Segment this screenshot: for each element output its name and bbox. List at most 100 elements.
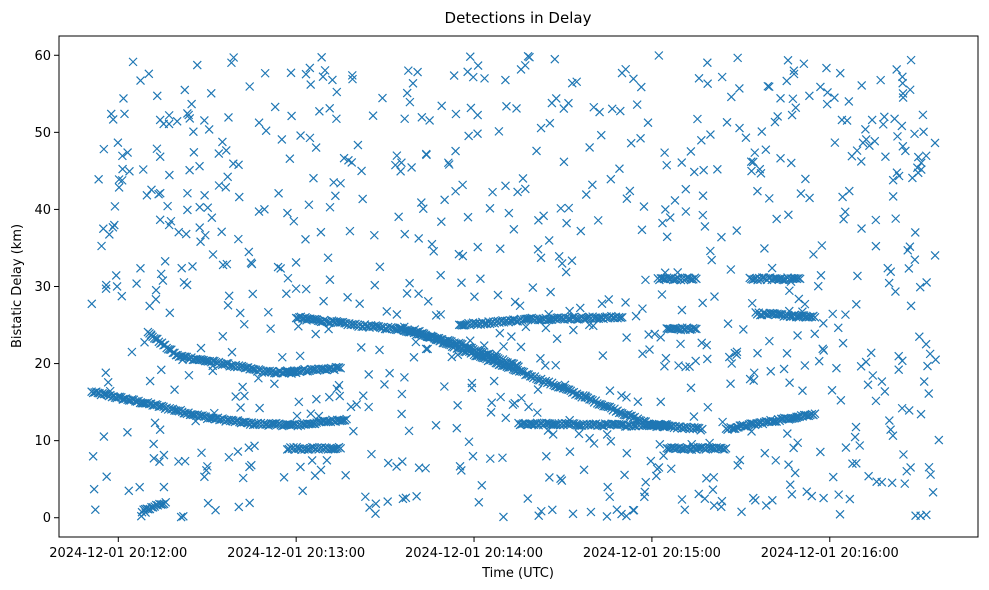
detection-marker	[810, 312, 820, 322]
detection-marker	[489, 376, 499, 386]
detection-marker	[786, 158, 796, 168]
detection-marker	[616, 313, 626, 323]
detection-marker	[394, 212, 404, 222]
detection-marker	[199, 115, 209, 125]
detection-marker	[830, 138, 840, 148]
detection-marker	[741, 133, 751, 143]
detection-marker	[234, 192, 244, 202]
detection-marker	[523, 494, 533, 503]
detection-marker	[499, 512, 508, 522]
detection-marker	[345, 226, 355, 236]
detection-marker	[782, 429, 792, 438]
detection-marker	[317, 52, 327, 62]
detection-marker	[221, 145, 231, 155]
detection-marker	[861, 357, 871, 367]
detection-marker	[111, 271, 121, 280]
detection-marker	[451, 186, 460, 196]
detection-marker	[887, 478, 897, 488]
detection-marker	[465, 52, 475, 62]
detection-marker	[117, 151, 127, 161]
detection-marker	[532, 408, 542, 418]
detection-marker	[286, 68, 296, 78]
detection-marker	[311, 143, 321, 152]
detection-marker	[247, 259, 257, 269]
detection-marker	[404, 426, 414, 436]
detection-marker	[533, 375, 543, 385]
detection-marker	[311, 394, 321, 404]
detection-marker	[228, 159, 238, 169]
detection-marker	[199, 472, 209, 482]
detection-marker	[378, 93, 387, 103]
detection-marker	[239, 391, 249, 401]
detection-marker	[923, 361, 932, 371]
detection-marker	[392, 310, 402, 319]
detection-marker	[726, 265, 736, 274]
detection-marker	[510, 297, 520, 307]
detection-marker	[845, 494, 855, 504]
detection-marker	[691, 324, 701, 334]
detection-marker	[544, 377, 554, 387]
detection-marker	[759, 244, 769, 253]
y-tick-label: 50	[34, 126, 51, 141]
detection-marker	[236, 403, 245, 413]
detection-marker	[617, 312, 627, 322]
detection-marker	[709, 472, 719, 482]
detection-marker	[474, 497, 484, 507]
detection-marker	[572, 77, 582, 87]
detection-marker	[850, 432, 860, 442]
detection-marker	[818, 318, 828, 328]
detection-marker	[178, 511, 188, 521]
detection-marker	[866, 348, 876, 358]
detection-marker	[622, 448, 632, 458]
detection-marker	[924, 462, 934, 472]
detection-marker	[708, 485, 718, 495]
detection-marker	[101, 284, 111, 294]
detection-marker	[183, 188, 192, 198]
detection-marker	[574, 429, 584, 439]
detection-marker	[160, 256, 170, 266]
detection-marker	[631, 311, 641, 321]
detection-marker	[823, 88, 832, 97]
detection-marker	[414, 289, 424, 299]
detection-marker	[254, 207, 264, 216]
detection-marker	[750, 148, 760, 158]
detection-marker	[204, 125, 214, 134]
detection-marker	[928, 487, 938, 497]
detection-marker	[144, 69, 154, 79]
detection-marker	[596, 130, 606, 140]
detection-marker	[108, 114, 118, 124]
detection-marker	[184, 370, 194, 380]
detection-marker	[399, 372, 409, 382]
detection-marker	[658, 218, 667, 228]
detection-marker	[791, 103, 801, 113]
detection-marker	[673, 267, 683, 277]
detection-marker	[799, 59, 809, 69]
detection-marker	[305, 63, 315, 73]
detection-marker	[534, 511, 544, 521]
detection-marker	[656, 397, 666, 407]
detection-marker	[414, 233, 424, 243]
detection-marker	[156, 365, 166, 375]
detection-marker	[457, 278, 466, 288]
detection-marker	[851, 299, 861, 309]
detection-marker	[176, 512, 186, 522]
detection-marker	[602, 511, 612, 521]
detection-marker	[466, 103, 476, 113]
detection-marker	[688, 323, 698, 333]
detection-marker	[371, 509, 380, 519]
detection-marker	[214, 149, 224, 158]
detection-marker	[779, 364, 789, 374]
detection-marker	[118, 164, 128, 174]
detection-marker	[581, 391, 590, 401]
detection-marker	[152, 144, 162, 154]
detection-marker	[904, 263, 914, 273]
detection-marker	[234, 160, 244, 170]
detection-marker	[353, 140, 363, 150]
detection-marker	[185, 165, 195, 175]
detection-marker	[893, 131, 902, 141]
detection-marker	[598, 351, 608, 360]
detection-marker	[269, 379, 279, 389]
detection-marker	[915, 282, 925, 292]
detection-marker	[636, 82, 646, 92]
